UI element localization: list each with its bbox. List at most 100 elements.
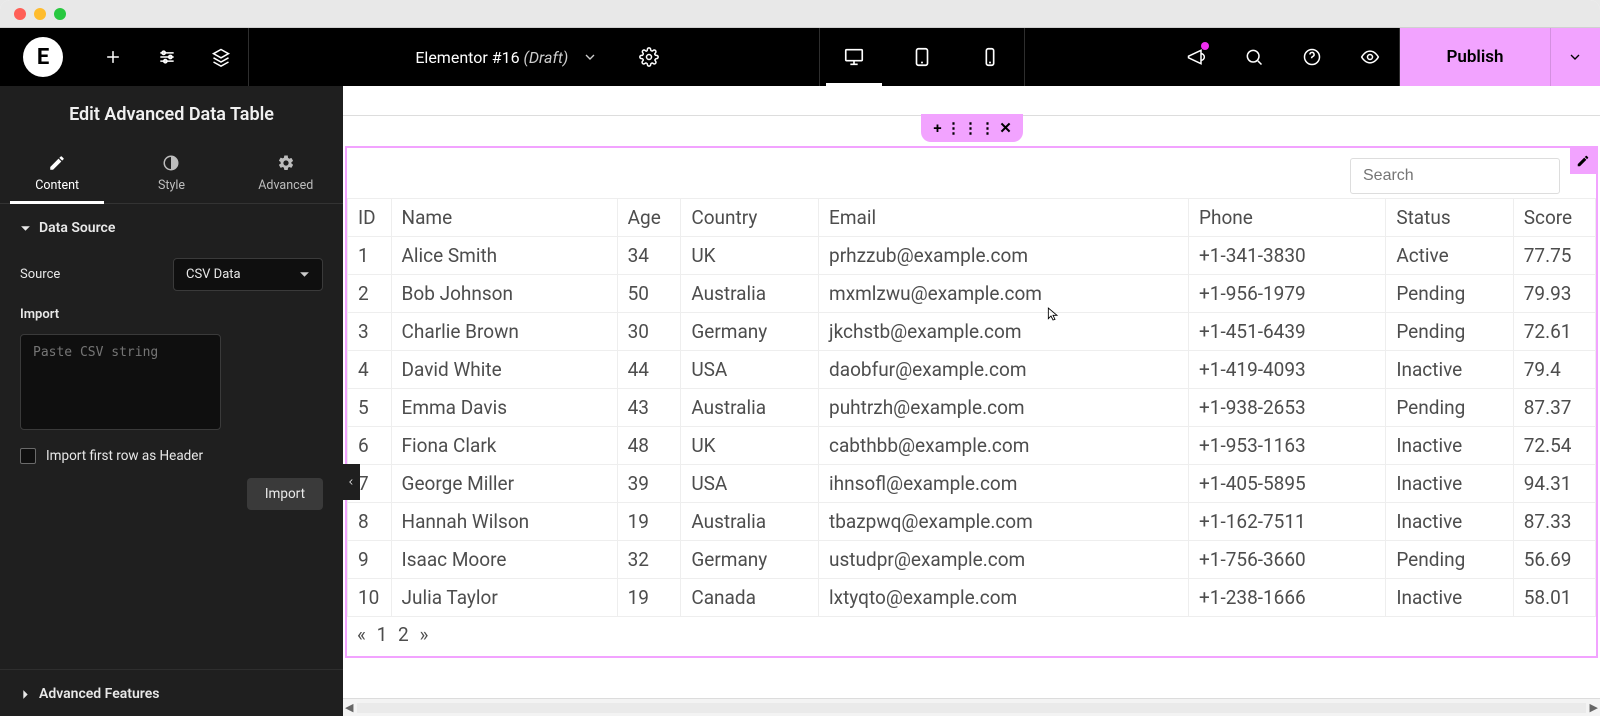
page-settings-icon[interactable] — [622, 28, 676, 86]
table-header-row: ID Name Age Country Email Phone Status S… — [348, 199, 1596, 237]
cell: Alice Smith — [391, 237, 617, 275]
col-email[interactable]: Email — [819, 199, 1189, 237]
cell: 72.61 — [1513, 313, 1595, 351]
cell: tbazpwq@example.com — [819, 503, 1189, 541]
horizontal-scrollbar[interactable]: ◀ ▶ — [343, 698, 1600, 716]
scroll-left-icon[interactable]: ◀ — [345, 701, 353, 714]
col-status[interactable]: Status — [1386, 199, 1513, 237]
table-row[interactable]: 6Fiona Clark48UKcabthbb@example.com+1-95… — [348, 427, 1596, 465]
cell: Inactive — [1386, 503, 1513, 541]
cell: 56.69 — [1513, 541, 1595, 579]
traffic-close[interactable] — [14, 8, 26, 20]
elementor-logo[interactable]: E — [0, 37, 86, 77]
traffic-zoom[interactable] — [54, 8, 66, 20]
cell: 10 — [348, 579, 392, 617]
cell: 6 — [348, 427, 392, 465]
device-desktop[interactable] — [820, 28, 888, 86]
panel-collapse[interactable] — [342, 464, 360, 500]
col-score[interactable]: Score — [1513, 199, 1595, 237]
settings-sliders-icon[interactable] — [140, 28, 194, 86]
help-icon[interactable] — [1283, 28, 1341, 86]
import-header-row[interactable]: Import first row as Header — [0, 434, 343, 464]
col-name[interactable]: Name — [391, 199, 617, 237]
col-country[interactable]: Country — [681, 199, 819, 237]
cell: 19 — [617, 503, 681, 541]
chevron-down-icon — [582, 49, 598, 65]
cell: +1-419-4093 — [1189, 351, 1386, 389]
finder-search-icon[interactable] — [1225, 28, 1283, 86]
panel-tabs: Content Style Advanced — [0, 142, 343, 204]
source-row: Source CSV Data — [0, 250, 343, 299]
table-row[interactable]: 2Bob Johnson50Australiamxmlzwu@example.c… — [348, 275, 1596, 313]
cell: jkchstb@example.com — [819, 313, 1189, 351]
add-element-icon[interactable] — [86, 28, 140, 86]
table-row[interactable]: 9Isaac Moore32Germanyustudpr@example.com… — [348, 541, 1596, 579]
table-row[interactable]: 1Alice Smith34UKprhzzub@example.com+1-34… — [348, 237, 1596, 275]
table-row[interactable]: 10Julia Taylor19Canadalxtyqto@example.co… — [348, 579, 1596, 617]
cell: Inactive — [1386, 465, 1513, 503]
page-2[interactable]: 2 — [398, 623, 409, 646]
cell: 3 — [348, 313, 392, 351]
cell: David White — [391, 351, 617, 389]
cell: 4 — [348, 351, 392, 389]
table-row[interactable]: 7George Miller39USAihnsofl@example.com+1… — [348, 465, 1596, 503]
canvas[interactable]: + ⋮⋮⋮ ✕ — [343, 86, 1600, 716]
cell: Inactive — [1386, 351, 1513, 389]
page-1[interactable]: 1 — [377, 623, 388, 646]
cell: UK — [681, 237, 819, 275]
device-tablet[interactable] — [888, 28, 956, 86]
page-prev[interactable]: « — [357, 623, 366, 646]
layers-icon[interactable] — [194, 28, 248, 86]
tab-content[interactable]: Content — [0, 142, 114, 203]
cell: Australia — [681, 389, 819, 427]
cell: 8 — [348, 503, 392, 541]
page-next[interactable]: » — [419, 623, 428, 646]
tab-style[interactable]: Style — [114, 142, 228, 203]
col-phone[interactable]: Phone — [1189, 199, 1386, 237]
cell: Isaac Moore — [391, 541, 617, 579]
section-handle: + ⋮⋮⋮ ✕ — [921, 114, 1023, 142]
section-delete[interactable]: ✕ — [989, 114, 1023, 142]
col-age[interactable]: Age — [617, 199, 681, 237]
cell: 43 — [617, 389, 681, 427]
widget-edit-icon[interactable] — [1570, 148, 1596, 174]
widget-container[interactable]: ID Name Age Country Email Phone Status S… — [345, 146, 1598, 658]
cell: 79.4 — [1513, 351, 1595, 389]
cell: 44 — [617, 351, 681, 389]
table-row[interactable]: 3Charlie Brown30Germanyjkchstb@example.c… — [348, 313, 1596, 351]
import-button[interactable]: Import — [247, 478, 323, 510]
device-mobile[interactable] — [956, 28, 1024, 86]
data-table: ID Name Age Country Email Phone Status S… — [347, 198, 1596, 617]
section-drag[interactable]: ⋮⋮⋮ — [955, 114, 989, 142]
whats-new-icon[interactable] — [1167, 28, 1225, 86]
section-advanced-features[interactable]: Advanced Features — [0, 669, 343, 716]
table-row[interactable]: 5Emma Davis43Australiapuhtrzh@example.co… — [348, 389, 1596, 427]
cell: 39 — [617, 465, 681, 503]
document-title-area[interactable]: Elementor #16 (Draft) — [391, 28, 622, 86]
cell: Canada — [681, 579, 819, 617]
table-row[interactable]: 8Hannah Wilson19Australiatbazpwq@example… — [348, 503, 1596, 541]
section-data-source[interactable]: Data Source — [0, 204, 343, 250]
csv-textarea[interactable] — [20, 334, 221, 430]
scroll-right-icon[interactable]: ▶ — [1590, 701, 1598, 714]
import-header-checkbox[interactable] — [20, 448, 36, 464]
publish-options[interactable] — [1550, 28, 1600, 86]
col-id[interactable]: ID — [348, 199, 392, 237]
cell: 2 — [348, 275, 392, 313]
cell: +1-953-1163 — [1189, 427, 1386, 465]
tab-advanced[interactable]: Advanced — [229, 142, 343, 203]
cell: mxmlzwu@example.com — [819, 275, 1189, 313]
app-window: E Elementor #16 (Draft) — [0, 0, 1600, 716]
cell: Pending — [1386, 389, 1513, 427]
source-select[interactable]: CSV Data — [173, 258, 323, 291]
cell: Germany — [681, 541, 819, 579]
cell: cabthbb@example.com — [819, 427, 1189, 465]
preview-icon[interactable] — [1341, 28, 1399, 86]
cell: USA — [681, 351, 819, 389]
table-row[interactable]: 4David White44USAdaobfur@example.com+1-4… — [348, 351, 1596, 389]
traffic-minimize[interactable] — [34, 8, 46, 20]
table-search-input[interactable] — [1350, 158, 1560, 194]
document-title: Elementor #16 — [415, 48, 519, 67]
topbar: E Elementor #16 (Draft) — [0, 28, 1600, 86]
publish-button[interactable]: Publish — [1400, 28, 1550, 86]
